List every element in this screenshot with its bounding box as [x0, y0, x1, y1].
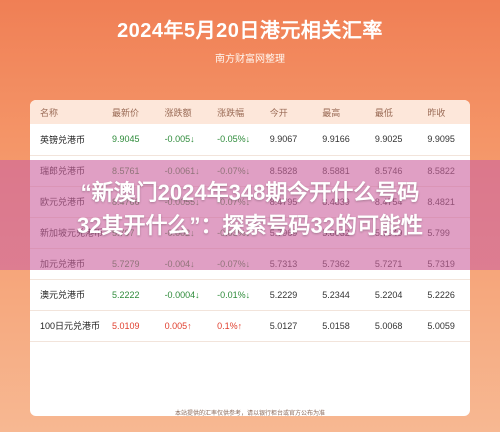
- headline-overlay-text: “新澳门2024年348期今⁠开什么号码 32其开什么”：探索号码32的可能性: [0, 176, 500, 242]
- cell-low: 5.0068: [374, 320, 403, 331]
- cell-name: 100日元兑港币: [40, 321, 101, 331]
- table-row: 英镑兑港币 9.9045 -0.005↓ -0.05%↓ 9.9067 9.9166 9.9…: [30, 124, 470, 155]
- column-header-price: 最新价: [112, 107, 140, 118]
- column-header-change: 涨跌额: [164, 107, 192, 118]
- column-header-open: 今开: [269, 107, 288, 118]
- cell-high: 5.0158: [322, 320, 350, 331]
- cell-high: 5.2344: [322, 289, 350, 300]
- cell-change: -0.005↓: [164, 134, 195, 145]
- cell-price: 9.9045: [112, 134, 140, 145]
- cell-open: 5.2229: [269, 289, 298, 300]
- cell-low: 5.2204: [374, 289, 403, 300]
- cell-price: 5.0109: [112, 320, 140, 331]
- column-header-prev: 昨收: [427, 107, 446, 118]
- table-row: 100日元兑港币 5.0109 0.005↑ 0.1%↑ 5.0127 5.0158 5.0…: [30, 310, 470, 341]
- cell-name: 英镑兑港币: [40, 134, 86, 145]
- cell-prev: 9.9095: [427, 134, 455, 145]
- cell-price: 5.2222: [112, 289, 140, 300]
- cell-open: 9.9067: [269, 134, 298, 145]
- cell-high: 9.9166: [322, 134, 350, 145]
- cell-prev: 5.0059: [427, 320, 455, 331]
- headline-line-1: “新澳门2024年348期今⁠开什么号码: [80, 180, 420, 205]
- column-header-high: 最高: [322, 107, 341, 118]
- footnote: 本站提供的汇率仅供参考，请以银行柜台或官方公布为准: [174, 411, 325, 417]
- page-header: 2024年5月20日港元相关汇率 南方财富网整理: [0, 0, 500, 100]
- cell-change: -0.0004↓: [164, 289, 200, 300]
- cell-name: 澳元兑港币: [40, 290, 86, 300]
- cell-change: 0.005↑: [164, 320, 192, 331]
- cell-pct: -0.01%↓: [217, 289, 251, 300]
- page-title: 2024年5月20日港元相关汇率: [117, 20, 383, 42]
- headline-overlay: [0, 160, 500, 270]
- table-header-row: 名称 最新价 涨跌额 涨跌幅 今开 最高 最低 昨收: [30, 100, 470, 124]
- table-row: 澳元兑港币 5.2222 -0.0004↓ -0.01%↓ 5.2229 5.2344 5.…: [30, 279, 470, 310]
- cell-pct: 0.1%↑: [217, 320, 243, 331]
- column-header-low: 最低: [374, 107, 393, 118]
- cell-open: 5.0127: [269, 320, 298, 331]
- page-subtitle: 南方财富网整理: [215, 54, 285, 65]
- cell-low: 9.9025: [374, 134, 403, 145]
- cell-prev: 5.2226: [427, 289, 455, 300]
- cell-pct: -0.05%↓: [217, 134, 251, 145]
- headline-line-2: 32其开什么”：探索号码32的可能性: [77, 213, 423, 238]
- column-header-pct: 涨跌幅: [217, 107, 245, 118]
- column-header-name: 名称: [40, 107, 59, 118]
